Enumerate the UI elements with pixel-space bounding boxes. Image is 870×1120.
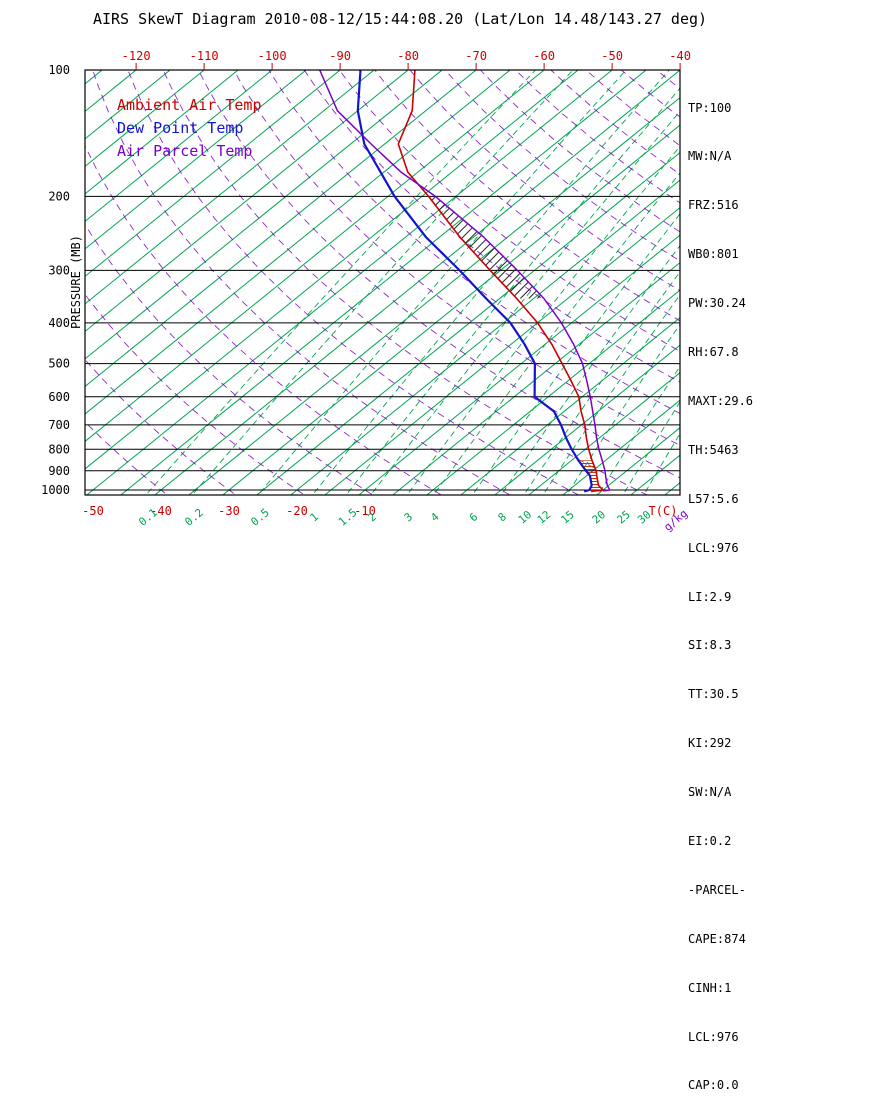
hatch-regions xyxy=(429,196,603,491)
mixing-ratio-tick-label: 10 xyxy=(516,508,535,526)
mixing-ratio-tick-label: 6 xyxy=(467,510,480,524)
mixing-ratio-tick-label: 1 xyxy=(308,510,321,524)
pressure-tick-label: 300 xyxy=(48,263,70,277)
top-temp-tick-label: -120 xyxy=(122,49,151,63)
isotherm-line xyxy=(733,70,870,495)
stat-line: L57:5.6 xyxy=(688,491,753,507)
top-temp-tick-label: -100 xyxy=(258,49,287,63)
stat-line: RH:67.8 xyxy=(688,344,753,360)
pressure-tick-label: 400 xyxy=(48,316,70,330)
skewt-page: { "title": "AIRS SkewT Diagram 2010-08-1… xyxy=(0,0,870,560)
isotherm-line xyxy=(223,70,748,495)
stat-line: SW:N/A xyxy=(688,784,753,800)
stat-line: SI:8.3 xyxy=(688,637,753,653)
stat-line: TH:5463 xyxy=(688,442,753,458)
legend-dew-point-temp: Dew Point Temp xyxy=(117,119,243,137)
stat-line: CINH:1 xyxy=(688,980,753,996)
pressure-tick-label: 200 xyxy=(48,189,70,203)
top-temp-tick-label: -40 xyxy=(669,49,691,63)
pressure-tick-label: 600 xyxy=(48,390,70,404)
top-temp-tick-label: -90 xyxy=(329,49,351,63)
stat-line: LI:2.9 xyxy=(688,589,753,605)
mixing-ratio-line xyxy=(640,70,870,501)
mixing-ratio-tick-label: 0.5 xyxy=(248,506,272,529)
pressure-tick-label: 1000 xyxy=(41,483,70,497)
hatch-cape-area xyxy=(429,196,544,298)
stat-line: MW:N/A xyxy=(688,148,753,164)
stat-line: LCL:976 xyxy=(688,1029,753,1045)
bottom-temp-tick-label: -50 xyxy=(82,504,104,518)
top-temp-tick-label: -50 xyxy=(601,49,623,63)
pressure-tick-label: 800 xyxy=(48,442,70,456)
stat-line: MAXT:29.6 xyxy=(688,393,753,409)
isotherm-line xyxy=(359,70,870,495)
dry-adiabat-line xyxy=(304,70,870,501)
sounding-curves xyxy=(320,70,610,492)
mixing-ratio-tick-label: 0.2 xyxy=(182,506,206,529)
mixing-ratio-tick-label: 12 xyxy=(535,508,554,526)
pressure-axis-label: PRESSURE (MB) xyxy=(69,235,83,329)
stat-line: TT:30.5 xyxy=(688,686,753,702)
stat-line: TP:100 xyxy=(688,100,753,116)
isotherm-line xyxy=(495,70,870,495)
mixing-ratio-tick-label: 3 xyxy=(402,510,415,524)
stat-line: LCL:976 xyxy=(688,540,753,556)
dry-adiabat-line xyxy=(480,70,870,501)
mixing-ratio-tick-label: 2 xyxy=(366,510,379,524)
isotherm-line xyxy=(427,70,870,495)
isotherm-line xyxy=(189,70,714,495)
top-temp-tick-label: -80 xyxy=(397,49,419,63)
top-temp-tick-label: -110 xyxy=(190,49,219,63)
mixing-ratio-line xyxy=(254,70,626,501)
stats-panel: TP:100 MW:N/A FRZ:516 WB0:801 PW:30.24 R… xyxy=(688,67,753,1120)
pressure-tick-label: 700 xyxy=(48,418,70,432)
stat-line: WB0:801 xyxy=(688,246,753,262)
top-temp-tick-label: -60 xyxy=(533,49,555,63)
isotherm-line xyxy=(0,70,34,495)
pressure-tick-label: 100 xyxy=(48,63,70,77)
pressure-tick-label: 500 xyxy=(48,357,70,371)
stat-line: PW:30.24 xyxy=(688,295,753,311)
bottom-temp-tick-label: -30 xyxy=(218,504,240,518)
stat-line: KI:292 xyxy=(688,735,753,751)
pressure-tick-label: 900 xyxy=(48,464,70,478)
mixing-ratio-line xyxy=(497,70,817,501)
stat-line: EI:0.2 xyxy=(688,833,753,849)
stat-line: FRZ:516 xyxy=(688,197,753,213)
dry-adiabat-line xyxy=(375,70,870,501)
dry-adiabat-line xyxy=(339,70,870,501)
mixing-ratio-tick-label: 4 xyxy=(428,510,442,524)
isotherm-line xyxy=(325,70,850,495)
stat-line: -PARCEL- xyxy=(688,882,753,898)
legend-air-parcel-temp: Air Parcel Temp xyxy=(117,142,252,160)
mixing-ratio-tick-label: 20 xyxy=(590,508,609,526)
isotherm-line xyxy=(393,70,870,495)
top-temp-tick-label: -70 xyxy=(465,49,487,63)
isotherm-line xyxy=(19,70,544,495)
mixing-ratio-tick-label: 15 xyxy=(558,508,577,526)
legend-ambient-air-temp: Ambient Air Temp xyxy=(117,96,262,114)
mixing-ratio-tick-label: 25 xyxy=(614,508,633,526)
bottom-temp-tick-label: -20 xyxy=(286,504,308,518)
mixing-ratio-tick-label: 8 xyxy=(496,510,509,524)
stat-line: CAPE:874 xyxy=(688,931,753,947)
chart-title: AIRS SkewT Diagram 2010-08-12/15:44:08.2… xyxy=(60,10,740,28)
stat-line: CAP:0.0 xyxy=(688,1077,753,1093)
mixing-ratio-line xyxy=(367,70,716,501)
